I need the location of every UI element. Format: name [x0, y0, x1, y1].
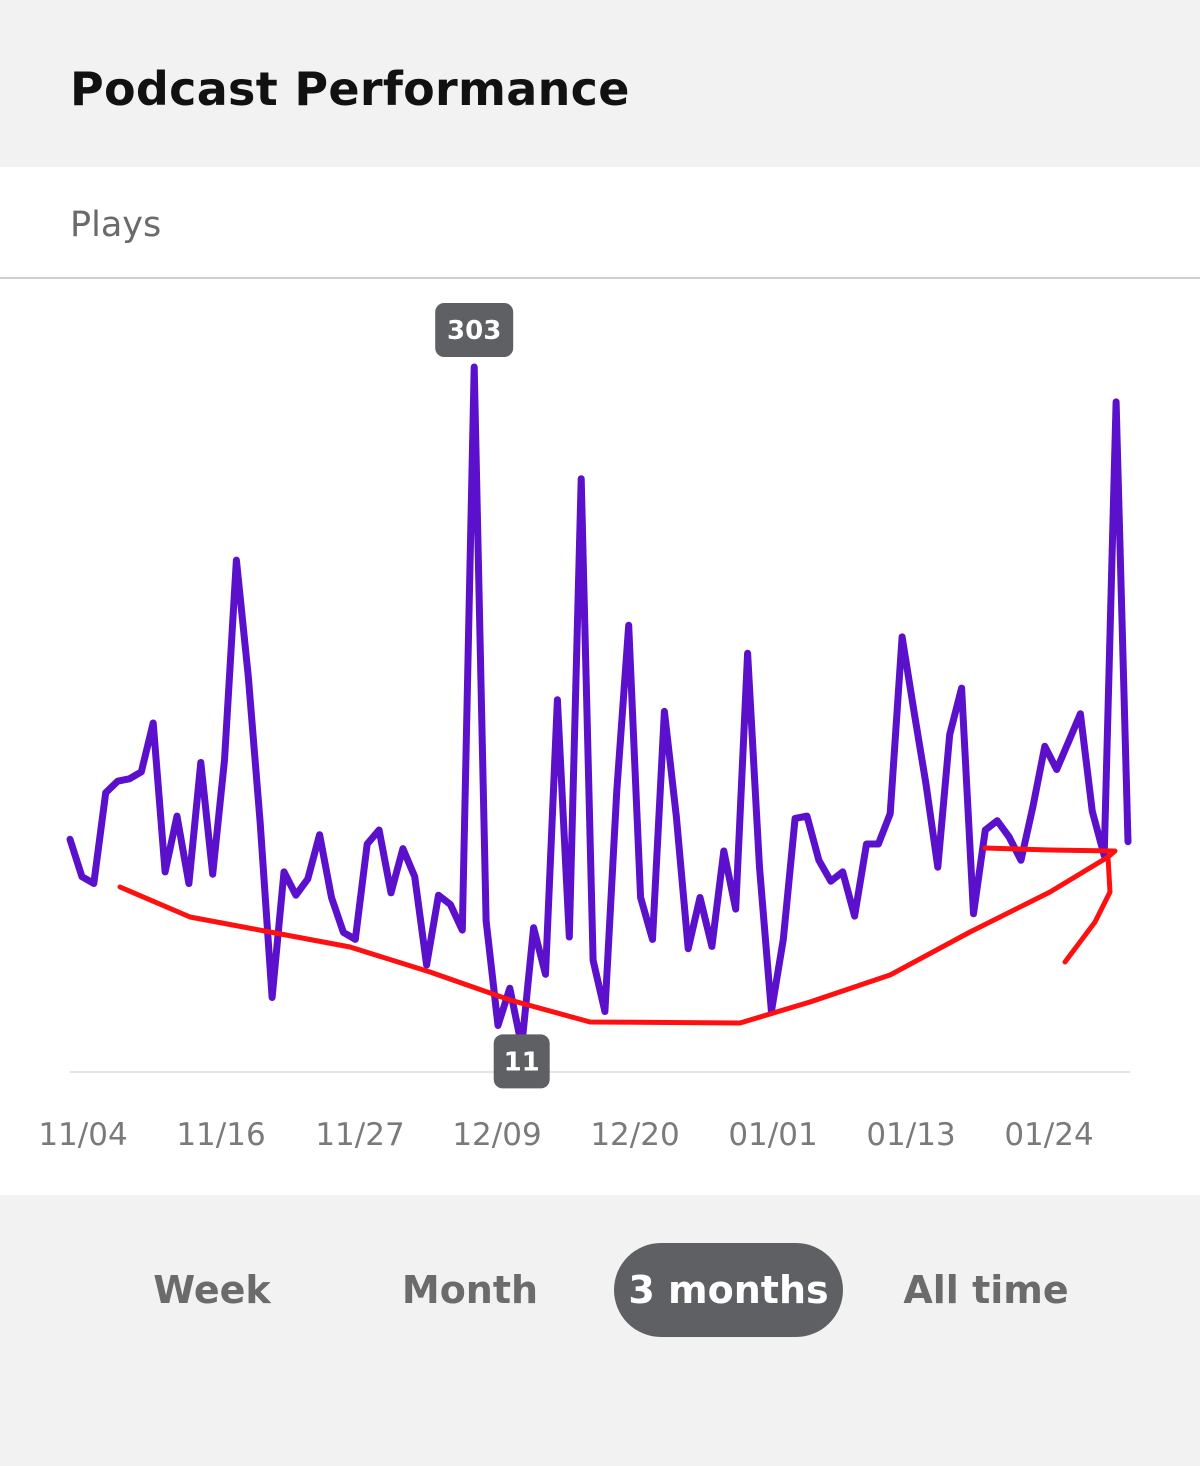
tab-month[interactable]: Month [401, 1268, 539, 1312]
header: Podcast Performance [0, 0, 1200, 167]
x-tick-label: 11/04 [38, 1117, 127, 1153]
x-tick-label: 01/01 [728, 1117, 817, 1153]
max-value-tooltip: 303 [435, 303, 514, 357]
divider [0, 277, 1200, 279]
metric-label: Plays [70, 205, 162, 245]
plays-card: Plays 11/04 11/16 11/27 12/09 12/20 01/01 01/1… [0, 167, 1200, 1195]
plays-series-line [66, 363, 1132, 1050]
x-tick-label: 12/09 [452, 1117, 541, 1153]
tab-3-months[interactable]: 3 months [614, 1243, 843, 1337]
plays-chart[interactable]: 11/04 11/16 11/27 12/09 12/20 01/01 01/13 01/24… [0, 167, 1200, 1195]
hand-drawn-arrow-head-top [982, 845, 1118, 860]
x-tick-label: 12/20 [590, 1117, 679, 1153]
page-title: Podcast Performance [70, 62, 630, 116]
max-value-tooltip-bg [435, 303, 514, 357]
min-value-tooltip-bg [493, 1034, 550, 1089]
x-tick-label: 11/16 [176, 1117, 265, 1153]
min-value-tooltip: 11 [493, 1034, 550, 1089]
min-value-tooltip-label: 11 [504, 1047, 540, 1077]
max-value-tooltip-label: 303 [447, 316, 501, 346]
x-tick-label: 01/13 [866, 1117, 955, 1153]
x-tick-label: 01/24 [1004, 1117, 1093, 1153]
x-tick-label: 11/27 [315, 1117, 404, 1153]
hand-drawn-trend-curve [117, 854, 1111, 1026]
tab-week[interactable]: Week [153, 1268, 271, 1312]
time-range-tabs: Week Month 3 months All time [0, 1195, 1200, 1466]
hand-drawn-arrow-head-bottom [1062, 854, 1113, 965]
tab-all-time[interactable]: All time [903, 1268, 1069, 1312]
hand-drawn-trend-annotation [117, 845, 1118, 1026]
